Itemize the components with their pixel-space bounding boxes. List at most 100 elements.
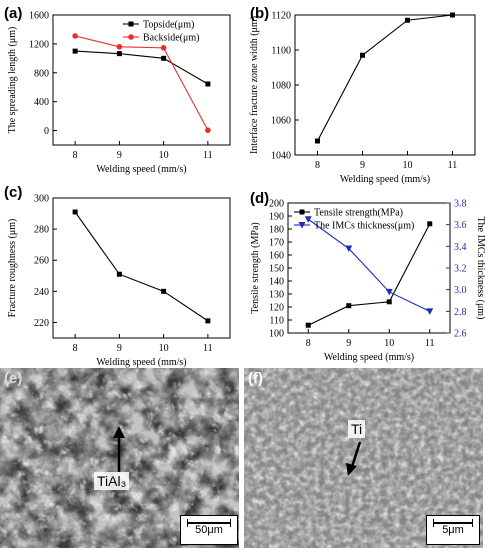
data-point [116, 51, 122, 57]
legend-label: Topside(μm) [143, 20, 194, 31]
data-point [360, 52, 365, 58]
data-point [305, 322, 311, 328]
data-point [72, 33, 78, 39]
y-tick-label: 200 [269, 199, 284, 210]
y-tick-label: 120 [269, 303, 284, 314]
y-tick-label: 150 [269, 264, 284, 275]
data-point [405, 17, 410, 23]
chart-panel-c: (c) 8 9 10 11 Welding speed (mm/s) 220 240 260 28… [4, 184, 231, 368]
y-tick-label: 280 [34, 225, 49, 236]
x-tick-label: 9 [346, 338, 351, 349]
data-point [116, 271, 122, 277]
x-axis-label: Welding speed (mm/s) [324, 352, 414, 363]
y-tick-label: 0 [44, 126, 49, 137]
y-right-axis-label: The IMCs thickness (μm) [475, 217, 485, 320]
series-line [74, 35, 209, 131]
x-tick-label: 10 [159, 150, 169, 161]
panel-label-f: (f) [248, 370, 263, 387]
scale-bar-e: 50μm [180, 515, 238, 545]
x-axis-label: Welding speed (mm/s) [96, 357, 186, 368]
y-tick-label: 1200 [29, 39, 49, 50]
y-tick-label: 100 [269, 329, 284, 340]
x-tick-label: 10 [159, 343, 169, 354]
y-tick-label: 1080 [271, 81, 291, 92]
x-tick-label: 8 [315, 160, 320, 171]
y-right-tick-label: 3.4 [454, 242, 467, 253]
chart-panel-a: (a) 8 9 10 11 Welding speed (mm/s) 0 400 800 1200… [4, 5, 231, 175]
data-point [385, 288, 393, 296]
chart-panel-b: (b) 8 9 10 11 Welding speed (mm/s) 1040 1060 108… [249, 5, 476, 185]
plot-frame [294, 14, 476, 156]
y-tick-label: 260 [34, 256, 49, 267]
x-axis-label: Welding speed (mm/s) [96, 164, 186, 175]
chart-panel-d: (d) 8 9 10 11 Welding speed (mm/s) 100 110 120 13… [250, 190, 485, 363]
y-tick-label: 240 [34, 287, 49, 298]
legend-marker [128, 34, 134, 40]
data-point [386, 299, 392, 305]
data-point [116, 43, 123, 50]
y-right-tick-label: 2.8 [454, 307, 467, 318]
y-tick-label: 110 [269, 316, 284, 327]
legend-label: The IMCs thickness(μm) [314, 221, 414, 232]
data-point [161, 55, 167, 61]
y-axis-label: Tensile strength (MPa) [250, 222, 261, 314]
arrow-icon [346, 441, 362, 476]
y-tick-label: 190 [269, 212, 284, 223]
series-line [75, 50, 209, 85]
y-tick-label: 400 [34, 97, 49, 108]
y-tick-label: 800 [34, 68, 49, 79]
legend-label: Tensile strength(MPa) [314, 208, 403, 219]
legend-marker [298, 222, 306, 229]
y-axis-label: Fracture roughness (μm) [7, 219, 18, 318]
data-point [161, 288, 167, 294]
x-tick-label: 11 [203, 343, 213, 354]
data-point [315, 138, 320, 144]
x-tick-label: 10 [403, 160, 413, 171]
scale-bar-label: 5μm [442, 524, 464, 536]
y-right-tick-label: 2.6 [454, 329, 467, 340]
panel-label: (b) [250, 5, 269, 22]
y-tick-label: 160 [269, 251, 284, 262]
scale-bar-f: 5μm [426, 515, 480, 545]
y-tick-label: 130 [269, 290, 284, 301]
charts-canvas: (a) 8 9 10 11 Welding speed (mm/s) 0 400 800 1200… [4, 5, 485, 368]
x-tick-label: 9 [360, 160, 365, 171]
scale-bar-label: 50μm [195, 524, 223, 536]
data-point [345, 245, 353, 252]
x-tick-label: 10 [384, 338, 394, 349]
data-point [450, 12, 455, 18]
x-axis-label: Welding speed (mm/s) [340, 174, 430, 185]
x-tick-label: 9 [117, 343, 122, 354]
data-point [205, 318, 211, 324]
y-tick-label: 1100 [271, 46, 291, 57]
data-point [205, 127, 211, 133]
legend-marker [299, 209, 305, 215]
panel-label-e: (e) [4, 370, 23, 387]
y-axis-label: The spreading length (μm) [7, 27, 18, 134]
panel-label: (a) [4, 5, 22, 22]
y-tick-label: 170 [269, 238, 284, 249]
data-point [205, 81, 211, 87]
data-point [72, 48, 78, 54]
legend-label: Backside(μm) [143, 33, 199, 44]
y-tick-label: 1060 [271, 116, 291, 127]
arrow-icon [113, 426, 125, 472]
x-tick-label: 8 [306, 338, 311, 349]
legend-marker [128, 21, 134, 27]
data-point [160, 45, 167, 51]
x-tick-label: 11 [448, 160, 458, 171]
y-tick-label: 300 [34, 194, 49, 205]
y-right-tick-label: 3.6 [454, 220, 467, 231]
x-tick-label: 9 [117, 150, 122, 161]
y-tick-label: 180 [269, 225, 284, 236]
series-line [307, 218, 430, 312]
x-tick-label: 11 [203, 150, 213, 161]
panel-label: (c) [4, 184, 22, 201]
plot-frame [52, 197, 231, 339]
y-right-tick-label: 3.2 [454, 264, 467, 275]
y-tick-label: 1600 [29, 11, 49, 22]
series-line [74, 211, 209, 322]
data-point [304, 216, 312, 223]
annotation-tial3: TiAl₃ [94, 472, 130, 490]
